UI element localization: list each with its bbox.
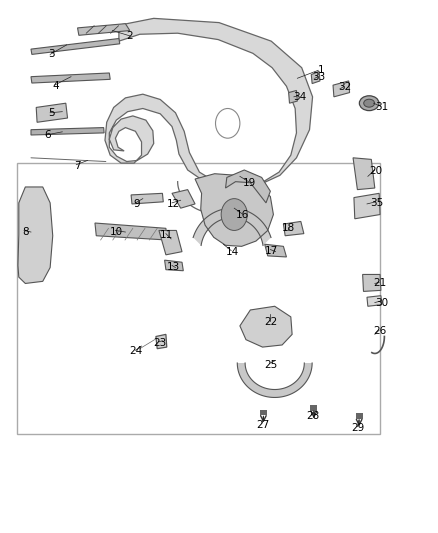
Polygon shape xyxy=(195,174,273,246)
Polygon shape xyxy=(283,221,304,236)
Text: 1: 1 xyxy=(318,66,325,75)
Text: 29: 29 xyxy=(352,423,365,433)
Text: 4: 4 xyxy=(53,81,59,91)
Bar xyxy=(17,163,380,433)
Polygon shape xyxy=(31,127,104,135)
Text: 8: 8 xyxy=(22,227,28,237)
Text: 10: 10 xyxy=(110,227,123,237)
Polygon shape xyxy=(240,306,292,347)
Text: 31: 31 xyxy=(375,102,389,112)
Text: 5: 5 xyxy=(48,108,55,118)
Text: 18: 18 xyxy=(282,223,295,233)
Polygon shape xyxy=(265,244,286,257)
Text: 30: 30 xyxy=(376,297,389,308)
Text: 12: 12 xyxy=(167,199,180,209)
Polygon shape xyxy=(131,193,163,204)
Polygon shape xyxy=(363,274,381,292)
Polygon shape xyxy=(237,363,312,398)
Text: 22: 22 xyxy=(265,317,278,327)
Polygon shape xyxy=(333,81,350,97)
Polygon shape xyxy=(156,334,167,349)
Polygon shape xyxy=(105,18,313,187)
Bar xyxy=(260,410,267,415)
Text: 6: 6 xyxy=(44,130,50,140)
Text: 27: 27 xyxy=(256,419,269,430)
Text: 33: 33 xyxy=(312,71,326,82)
Polygon shape xyxy=(31,38,120,54)
Text: 9: 9 xyxy=(133,199,140,209)
Text: 17: 17 xyxy=(265,246,278,256)
Polygon shape xyxy=(18,187,53,284)
Text: 14: 14 xyxy=(226,247,239,257)
Ellipse shape xyxy=(359,96,379,111)
Polygon shape xyxy=(367,296,382,306)
Text: 3: 3 xyxy=(48,50,55,59)
Polygon shape xyxy=(226,170,270,203)
Text: 32: 32 xyxy=(339,82,352,92)
Polygon shape xyxy=(78,23,130,35)
Text: 19: 19 xyxy=(243,177,256,188)
Text: 26: 26 xyxy=(374,326,387,336)
Text: 13: 13 xyxy=(167,262,180,271)
Text: 34: 34 xyxy=(293,92,306,102)
Circle shape xyxy=(221,199,247,230)
Text: 20: 20 xyxy=(369,166,382,176)
Polygon shape xyxy=(311,71,320,84)
Polygon shape xyxy=(31,73,110,83)
Polygon shape xyxy=(193,208,271,246)
Text: 25: 25 xyxy=(265,360,278,369)
Polygon shape xyxy=(95,223,167,240)
Polygon shape xyxy=(172,190,195,208)
Text: 7: 7 xyxy=(74,161,81,171)
Polygon shape xyxy=(159,230,182,255)
Text: 35: 35 xyxy=(370,198,383,208)
Text: 16: 16 xyxy=(237,209,250,220)
Polygon shape xyxy=(354,193,380,219)
Text: 2: 2 xyxy=(127,31,133,41)
Bar xyxy=(311,406,318,411)
Polygon shape xyxy=(36,103,67,122)
Bar xyxy=(356,414,363,419)
Text: 23: 23 xyxy=(154,338,167,349)
Polygon shape xyxy=(289,91,297,103)
Ellipse shape xyxy=(364,99,374,107)
Text: 28: 28 xyxy=(306,411,319,421)
Text: 24: 24 xyxy=(130,346,143,357)
Polygon shape xyxy=(165,260,184,271)
Text: 21: 21 xyxy=(374,278,387,288)
Polygon shape xyxy=(353,158,375,190)
Text: 11: 11 xyxy=(160,230,173,240)
